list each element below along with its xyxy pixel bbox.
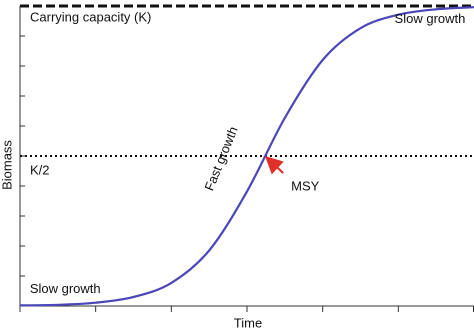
annotation: Fast growth	[201, 124, 240, 193]
msy-arrow	[264, 155, 284, 175]
x-axis-label: Time	[234, 315, 262, 330]
annotation: Slow growth	[395, 11, 466, 26]
msy-label: MSY	[291, 178, 320, 193]
curve	[19, 6, 474, 307]
reference-label: Carrying capacity (K)	[30, 9, 151, 24]
y-axis-label: Biomass	[0, 140, 14, 190]
annotation: Slow growth	[30, 281, 101, 296]
reference-label: K/2	[30, 162, 50, 177]
